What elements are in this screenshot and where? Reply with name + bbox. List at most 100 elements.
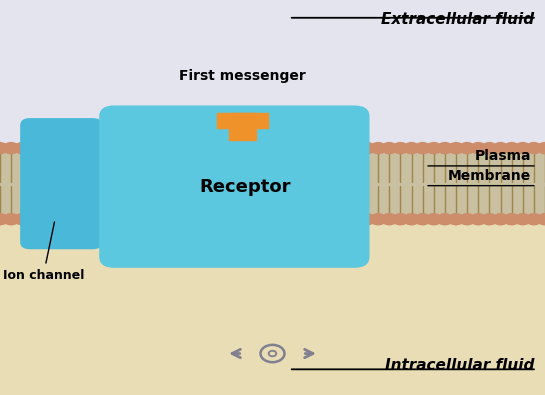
- Text: Intracellular fluid: Intracellular fluid: [385, 358, 534, 373]
- Circle shape: [226, 143, 241, 154]
- Circle shape: [393, 214, 408, 225]
- Circle shape: [348, 214, 364, 225]
- FancyBboxPatch shape: [20, 118, 102, 249]
- Circle shape: [426, 143, 441, 154]
- Bar: [0, 0, 545, 184]
- Circle shape: [104, 143, 119, 154]
- Circle shape: [359, 143, 374, 154]
- Text: Receptor: Receptor: [199, 178, 291, 196]
- Bar: [229, 113, 256, 140]
- Bar: [0, 184, 545, 395]
- Text: First messenger: First messenger: [179, 69, 306, 83]
- Circle shape: [415, 143, 431, 154]
- Circle shape: [181, 214, 197, 225]
- Circle shape: [337, 214, 353, 225]
- Circle shape: [437, 214, 452, 225]
- Circle shape: [248, 214, 263, 225]
- Circle shape: [26, 143, 41, 154]
- Text: Plasma: Plasma: [475, 149, 531, 163]
- Bar: [0, 144, 545, 223]
- Circle shape: [3, 143, 19, 154]
- Circle shape: [237, 214, 252, 225]
- Circle shape: [515, 214, 530, 225]
- Circle shape: [192, 214, 208, 225]
- Bar: [226, 128, 259, 146]
- Circle shape: [304, 143, 319, 154]
- Circle shape: [437, 143, 452, 154]
- Circle shape: [204, 214, 219, 225]
- Circle shape: [159, 143, 174, 154]
- Circle shape: [0, 214, 8, 225]
- Circle shape: [81, 143, 96, 154]
- Circle shape: [0, 143, 8, 154]
- Circle shape: [293, 214, 308, 225]
- Circle shape: [282, 214, 297, 225]
- Circle shape: [181, 143, 197, 154]
- Circle shape: [3, 214, 19, 225]
- Circle shape: [404, 143, 419, 154]
- Circle shape: [504, 214, 519, 225]
- Circle shape: [526, 143, 542, 154]
- Circle shape: [48, 143, 63, 154]
- Circle shape: [493, 143, 508, 154]
- Circle shape: [537, 214, 545, 225]
- Circle shape: [237, 143, 252, 154]
- Circle shape: [515, 143, 530, 154]
- Circle shape: [337, 143, 353, 154]
- Circle shape: [59, 143, 74, 154]
- Circle shape: [537, 143, 545, 154]
- Circle shape: [471, 214, 486, 225]
- Circle shape: [471, 143, 486, 154]
- Circle shape: [259, 214, 275, 225]
- Circle shape: [81, 214, 96, 225]
- Circle shape: [270, 214, 286, 225]
- Circle shape: [493, 214, 508, 225]
- Circle shape: [171, 214, 186, 225]
- Circle shape: [126, 143, 141, 154]
- Circle shape: [326, 214, 341, 225]
- Circle shape: [37, 214, 52, 225]
- Circle shape: [315, 214, 330, 225]
- Circle shape: [114, 143, 130, 154]
- FancyBboxPatch shape: [99, 105, 370, 268]
- Circle shape: [15, 214, 30, 225]
- Circle shape: [393, 143, 408, 154]
- Circle shape: [404, 214, 419, 225]
- Circle shape: [171, 143, 186, 154]
- Circle shape: [93, 214, 108, 225]
- Circle shape: [37, 143, 52, 154]
- Circle shape: [248, 143, 263, 154]
- Circle shape: [215, 214, 230, 225]
- Circle shape: [348, 143, 364, 154]
- Circle shape: [371, 214, 386, 225]
- Circle shape: [59, 214, 74, 225]
- Circle shape: [126, 214, 141, 225]
- Circle shape: [137, 143, 152, 154]
- Circle shape: [148, 214, 164, 225]
- Circle shape: [293, 143, 308, 154]
- Circle shape: [382, 143, 397, 154]
- Circle shape: [304, 214, 319, 225]
- Circle shape: [482, 214, 497, 225]
- Circle shape: [315, 143, 330, 154]
- Circle shape: [204, 143, 219, 154]
- Bar: [217, 113, 269, 128]
- Circle shape: [104, 214, 119, 225]
- Text: Membrane: Membrane: [448, 169, 531, 183]
- Text: Extracellular fluid: Extracellular fluid: [381, 12, 534, 27]
- Circle shape: [70, 143, 86, 154]
- Circle shape: [459, 214, 475, 225]
- Circle shape: [326, 143, 341, 154]
- Circle shape: [426, 214, 441, 225]
- Circle shape: [215, 143, 230, 154]
- Circle shape: [15, 143, 30, 154]
- Circle shape: [371, 143, 386, 154]
- Circle shape: [93, 143, 108, 154]
- Circle shape: [359, 214, 374, 225]
- Circle shape: [70, 214, 86, 225]
- Circle shape: [114, 214, 130, 225]
- Circle shape: [459, 143, 475, 154]
- Circle shape: [148, 143, 164, 154]
- Circle shape: [226, 214, 241, 225]
- Circle shape: [192, 143, 208, 154]
